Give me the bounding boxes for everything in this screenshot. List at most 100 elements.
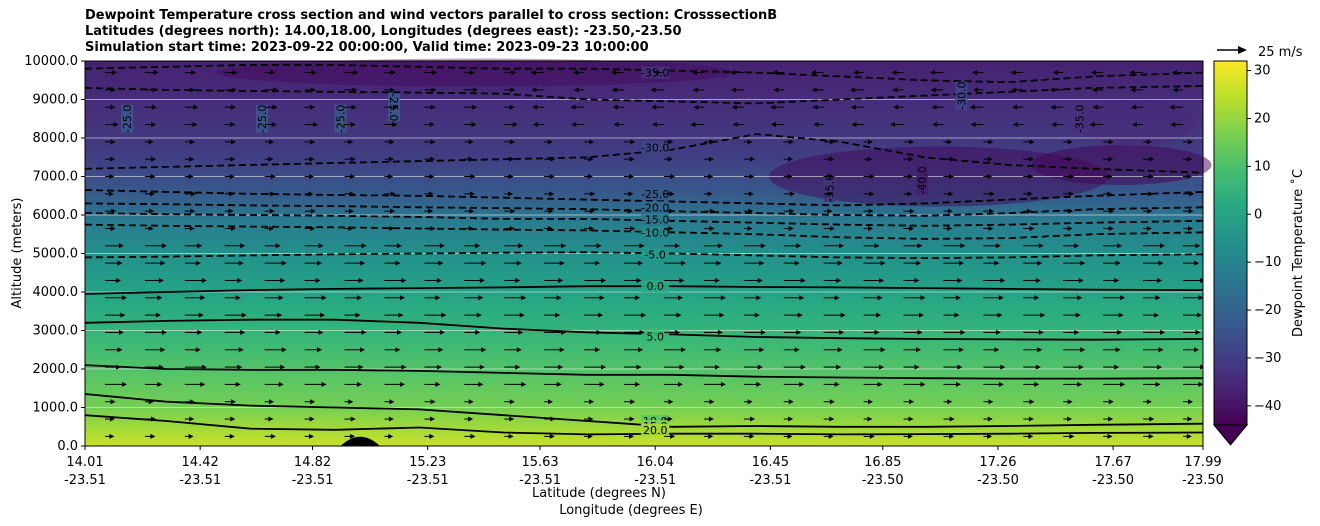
wind-vector-head <box>750 156 756 162</box>
wind-vector-head <box>948 191 954 197</box>
wind-vector-head <box>874 329 880 335</box>
wind-vector-head <box>160 260 166 266</box>
wind-vector-head <box>1195 243 1201 249</box>
wind-vector-head <box>1074 243 1080 249</box>
wind-vector-head <box>158 277 164 283</box>
wind-vector-head <box>1148 174 1154 179</box>
wind-vector-head <box>630 139 636 145</box>
wind-vector-head <box>270 191 276 197</box>
wind-vector-head <box>1080 347 1086 353</box>
wind-vector-head <box>310 225 316 231</box>
wind-vector-head <box>677 381 683 387</box>
wind-vector-head <box>1114 364 1120 370</box>
wind-vector-head <box>907 174 913 179</box>
x-tick-label-lat: 16.85 <box>864 455 901 470</box>
wind-vector-head <box>1194 260 1200 266</box>
wind-vector-head <box>869 174 875 179</box>
wind-vector-head <box>867 156 873 162</box>
terrain <box>340 436 380 446</box>
contour-label-bg <box>641 280 670 293</box>
wind-vector-head <box>237 364 243 370</box>
wind-vector-head <box>549 433 555 439</box>
wind-vector-head <box>191 191 197 197</box>
wind-vector-head <box>731 87 737 93</box>
wind-vector-head <box>1068 191 1074 197</box>
y-tick-label: 6000.0 <box>33 208 79 223</box>
wind-vector-head <box>668 399 674 405</box>
wind-vector-head <box>596 243 602 249</box>
wind-vector-head <box>572 70 578 76</box>
wind-vector-head <box>1109 208 1115 214</box>
wind-vector-head <box>949 174 955 179</box>
wind-vector-head <box>1052 70 1058 76</box>
contour-label-text: 0.0 <box>646 280 664 293</box>
chart-title-line-1: Dewpoint Temperature cross section and w… <box>85 8 778 23</box>
wind-vector-head <box>1146 225 1152 231</box>
wind-vector-head <box>788 139 794 145</box>
wind-vector-head <box>1077 381 1083 387</box>
wind-vector-head <box>1067 156 1073 162</box>
wind-vector-head <box>399 295 405 301</box>
x-tick-label-lat: 16.04 <box>637 455 674 470</box>
wind-vector-head <box>812 104 818 110</box>
wind-vector-head <box>773 87 779 93</box>
wind-vector-head <box>108 191 114 197</box>
wind-vector-head <box>518 243 524 249</box>
wind-vector-head <box>788 399 794 405</box>
wind-vector-head <box>310 399 316 405</box>
wind-vector-head <box>195 347 201 353</box>
x-tick-label-lon: -23.50 <box>1182 473 1224 488</box>
wind-vector-head <box>716 347 722 353</box>
wind-vector-head <box>120 312 126 318</box>
wind-vector-head <box>850 87 856 93</box>
wind-vector-head <box>110 139 116 145</box>
wind-vector-head <box>189 139 195 145</box>
wind-vector-head <box>995 243 1001 249</box>
wind-vector-head <box>988 225 994 231</box>
wind-vector-head <box>515 277 521 283</box>
wind-vector-head <box>599 295 605 301</box>
contour-label-bg <box>823 174 836 203</box>
contour-line <box>85 133 1203 174</box>
wind-vector-head <box>318 329 324 335</box>
wind-vector-head <box>691 70 697 76</box>
wind-vector-head <box>710 208 716 214</box>
wind-vector-head <box>321 381 327 387</box>
wind-vector-head <box>151 156 157 162</box>
wind-vector-head <box>667 416 673 422</box>
wind-vector-head <box>788 156 794 162</box>
wind-vector-head <box>471 122 477 128</box>
wind-key <box>1217 46 1247 54</box>
wind-vector-head <box>629 433 635 439</box>
wind-vector-head <box>988 139 994 145</box>
wind-vector-head <box>949 156 955 162</box>
wind-vector-head <box>278 295 284 301</box>
wind-vector-head <box>1029 225 1035 231</box>
wind-vector-head <box>932 122 938 128</box>
wind-vector-head <box>868 139 874 145</box>
wind-vector-head <box>350 416 356 422</box>
wind-vector-head <box>1027 208 1033 214</box>
wind-vector-head <box>667 156 673 162</box>
wind-vector-head <box>750 416 756 422</box>
wind-vector-head <box>1198 381 1203 387</box>
wind-vector-head <box>197 243 203 249</box>
wind-vector-head <box>230 399 236 405</box>
wind-vector-head <box>987 156 993 162</box>
wind-vector-head <box>670 433 676 439</box>
contour-label-text: -30.0 <box>955 81 968 109</box>
x-tick-label-lat: 15.63 <box>521 455 558 470</box>
wind-vector-head <box>760 243 766 249</box>
wind-vector-head <box>390 191 396 197</box>
contour-label-text: -25.0 <box>335 105 348 133</box>
wind-vector-head <box>893 104 899 110</box>
wind-vector-head <box>230 225 236 231</box>
wind-vector-head <box>1078 277 1084 283</box>
wind-vector-head <box>1146 139 1152 145</box>
wind-vector-head <box>269 225 275 231</box>
wind-vector-head <box>679 277 685 283</box>
contour-label: -30.0 <box>955 81 968 110</box>
wind-vector-head <box>155 312 161 318</box>
contour-line <box>85 212 1203 227</box>
wind-vector-head <box>428 191 434 197</box>
